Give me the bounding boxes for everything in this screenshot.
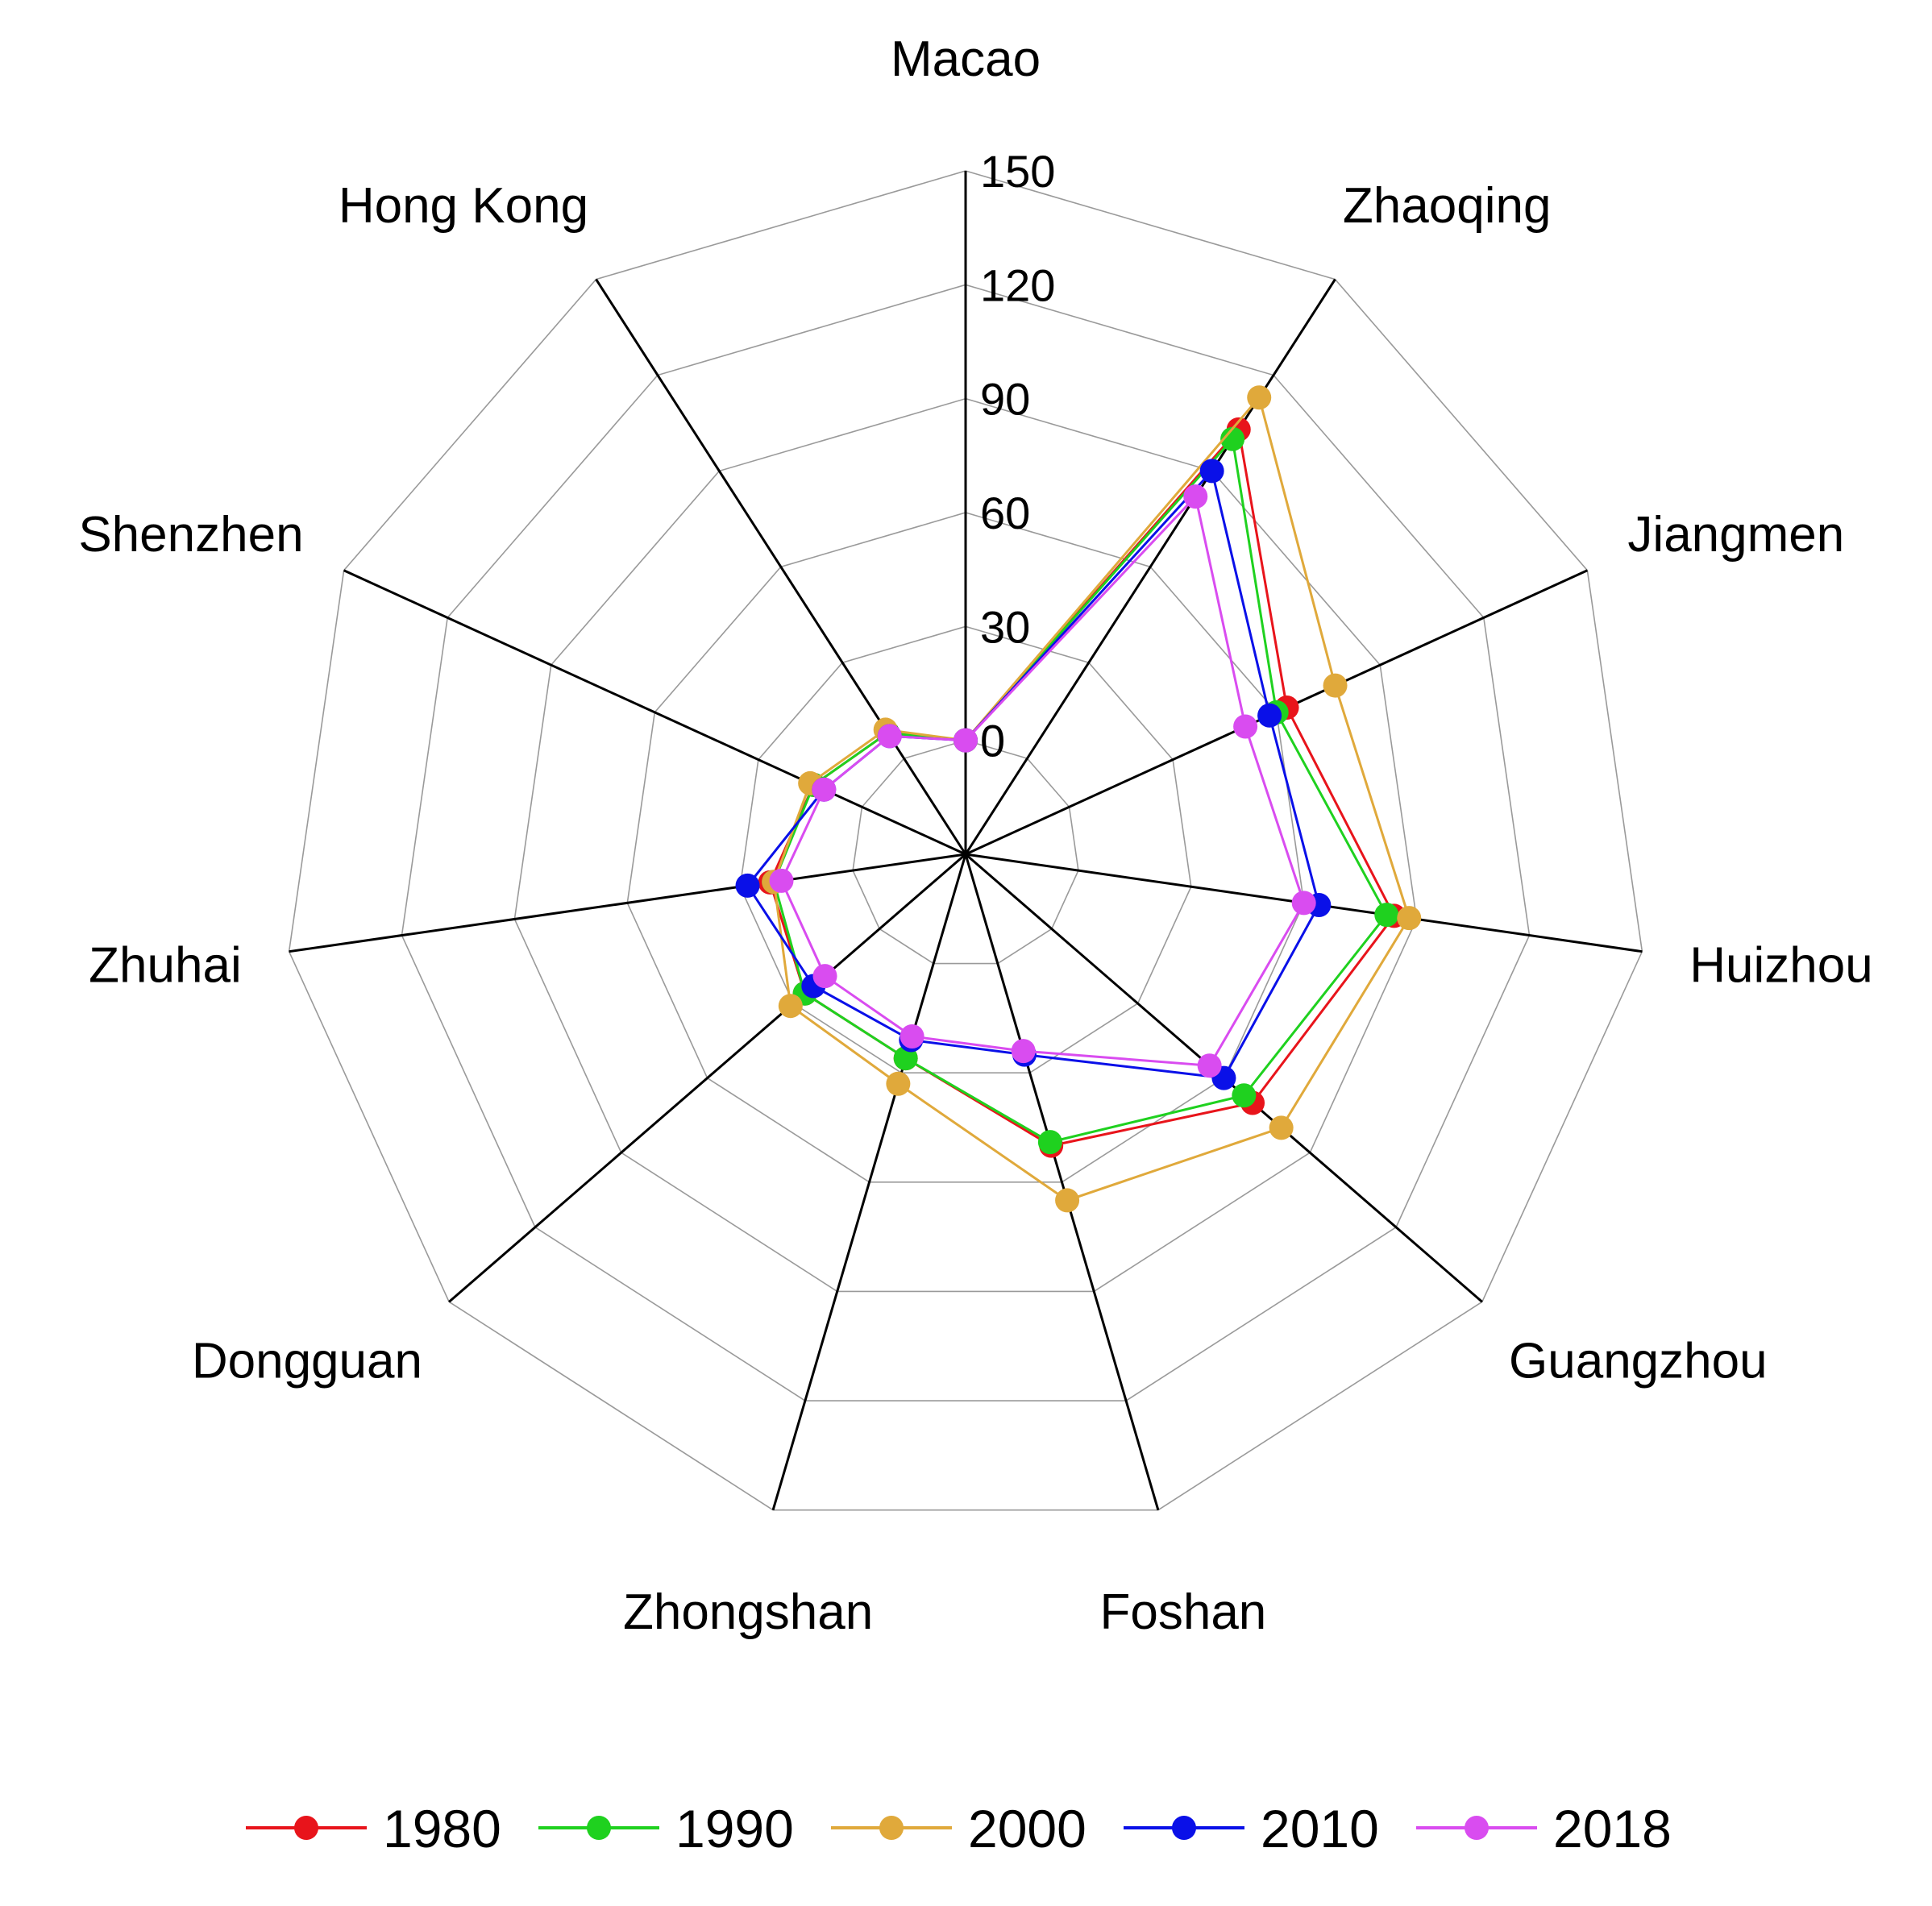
legend-label-1990: 1990 — [675, 1799, 794, 1858]
grid-ring-4 — [401, 284, 1531, 1401]
point-2018-jiangmen — [1233, 714, 1258, 739]
tick-label-1: 30 — [980, 601, 1030, 652]
category-label-zhuhai: Zhuhai — [89, 937, 242, 993]
point-2018-guangzhou — [1197, 1053, 1222, 1078]
legend-item-2000: 2000 — [831, 1799, 1086, 1858]
radar-grid — [288, 170, 1643, 1511]
point-2010-jiangmen — [1257, 703, 1282, 728]
grid-ring-3 — [513, 397, 1418, 1293]
category-label-guangzhou: Guangzhou — [1509, 1333, 1768, 1389]
category-label-shenzhen: Shenzhen — [78, 507, 303, 563]
series-line-2018 — [779, 494, 1306, 1067]
point-2000-dongguan — [778, 994, 803, 1019]
point-2000-zhaoqing — [1247, 385, 1272, 410]
point-2000-zhongshan — [886, 1071, 911, 1096]
radial-tick-labels: 0 30 60 90 120 150 — [980, 146, 1055, 766]
series-2018 — [769, 484, 1316, 1078]
point-2018-huizhou — [1291, 891, 1316, 916]
legend-label-2010: 2010 — [1261, 1799, 1379, 1858]
point-1990-foshan — [1037, 1130, 1062, 1155]
grid-ring-2 — [626, 512, 1305, 1183]
series-line-1980 — [768, 426, 1396, 1148]
legend-label-2018: 2018 — [1553, 1799, 1672, 1858]
point-2018-shenzhen — [812, 777, 837, 802]
tick-label-0: 0 — [980, 716, 1005, 766]
category-labels: Macao Zhaoqing Jiangmen Huizhou Guangzhou Fos… — [78, 31, 1872, 1640]
series-line-1990 — [772, 436, 1389, 1144]
point-2010-zhaoqing — [1199, 459, 1224, 484]
category-label-zhaoqing: Zhaoqing — [1343, 178, 1552, 234]
data-series — [735, 385, 1422, 1213]
spoke-7 — [448, 853, 966, 1303]
category-label-zhongshan: Zhongshan — [623, 1584, 873, 1640]
series-line-2010 — [746, 468, 1320, 1080]
category-label-huizhou: Huizhou — [1689, 937, 1872, 993]
grid-ring-5 — [288, 170, 1643, 1511]
legend-item-2018: 2018 — [1416, 1799, 1672, 1858]
series-line-2000 — [772, 395, 1411, 1202]
spoke-8 — [289, 853, 966, 953]
legend-item-1980: 1980 — [246, 1799, 501, 1858]
point-1990-zhaoqing — [1220, 426, 1245, 451]
tick-label-2: 60 — [980, 488, 1030, 538]
spoke-6 — [771, 853, 967, 1511]
grid-ring-1 — [739, 625, 1192, 1074]
tick-label-5: 150 — [980, 146, 1055, 197]
radar-spokes — [289, 171, 1643, 1511]
grid-ring-0 — [852, 739, 1079, 965]
point-2018-foshan — [1011, 1039, 1036, 1064]
legend: 1980 1990 2000 2010 2018 — [246, 1799, 1672, 1858]
legend-marker-2010 — [1172, 1816, 1196, 1840]
point-2018-hong-kong — [877, 724, 902, 749]
point-2018-macao — [954, 728, 978, 753]
point-1990-zhongshan — [893, 1046, 918, 1071]
spoke-1 — [964, 278, 1336, 855]
category-label-foshan: Foshan — [1099, 1584, 1266, 1640]
legend-item-1990: 1990 — [538, 1799, 794, 1858]
legend-label-1980: 1980 — [383, 1799, 501, 1858]
category-label-jiangmen: Jiangmen — [1627, 507, 1844, 563]
legend-marker-2000 — [879, 1816, 904, 1840]
point-2018-zhongshan — [900, 1024, 924, 1049]
spoke-9 — [343, 569, 966, 856]
point-2018-zhaoqing — [1183, 484, 1208, 509]
point-2000-foshan — [1055, 1188, 1080, 1213]
legend-marker-1990 — [587, 1816, 611, 1840]
category-label-dongguan: Dongguan — [192, 1333, 422, 1389]
series-1980 — [758, 417, 1406, 1158]
point-2000-guangzhou — [1269, 1115, 1294, 1140]
category-label-macao: Macao — [891, 31, 1041, 87]
point-1990-guangzhou — [1232, 1083, 1257, 1108]
point-2018-dongguan — [812, 964, 837, 989]
point-2000-huizhou — [1397, 906, 1422, 931]
point-2010-zhuhai — [735, 873, 760, 898]
legend-marker-2018 — [1465, 1816, 1489, 1840]
legend-marker-1980 — [294, 1816, 318, 1840]
legend-item-2010: 2010 — [1124, 1799, 1379, 1858]
tick-label-4: 120 — [980, 260, 1055, 310]
point-2018-zhuhai — [769, 868, 794, 893]
tick-label-3: 90 — [980, 374, 1030, 425]
point-1990-huizhou — [1374, 903, 1399, 928]
category-label-hong-kong: Hong Kong — [339, 178, 588, 234]
spoke-5 — [964, 853, 1160, 1511]
spoke-10 — [595, 278, 967, 855]
point-2000-jiangmen — [1323, 673, 1348, 698]
legend-label-2000: 2000 — [968, 1799, 1086, 1858]
